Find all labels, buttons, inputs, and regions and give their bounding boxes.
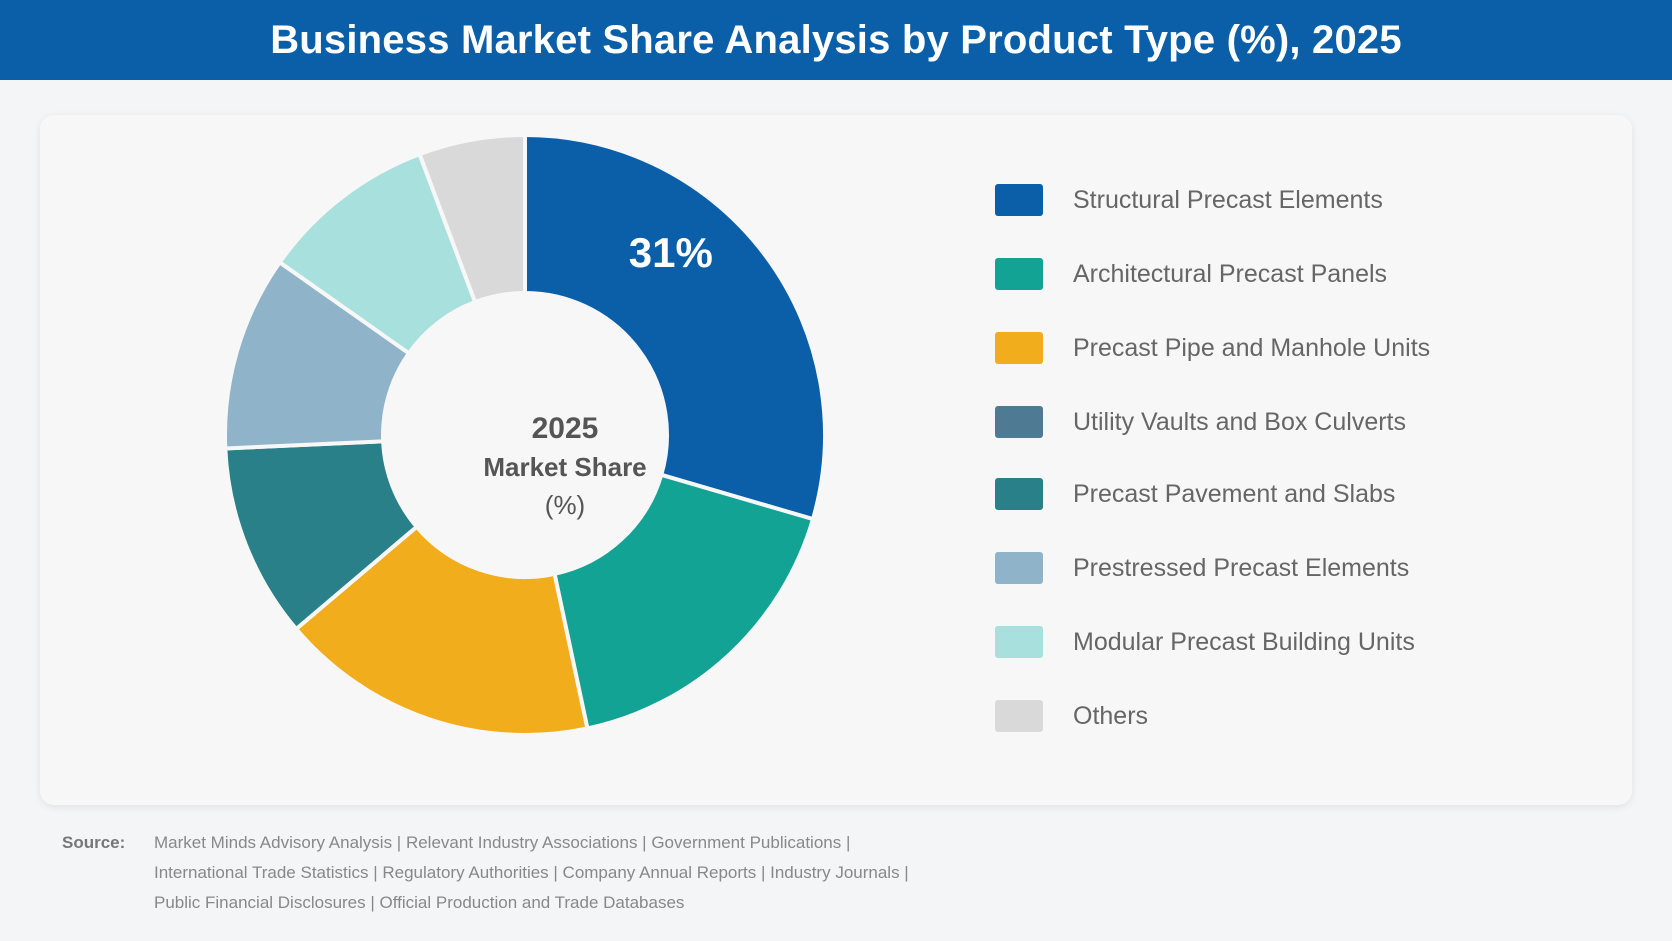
legend-label: Precast Pipe and Manhole Units <box>1073 333 1431 362</box>
center-label-title: Market Share <box>483 452 647 482</box>
title-bar: Business Market Share Analysis by Produc… <box>0 0 1672 80</box>
legend-item-prestressed: Prestressed Precast Elements <box>995 551 1430 585</box>
legend-swatch <box>995 552 1043 584</box>
chart-legend: Structural Precast Elements Architectura… <box>995 183 1430 773</box>
chart-card: 31% 2025 Market Share (%) Structural Pre… <box>40 115 1632 805</box>
source-line: Market Minds Advisory Analysis | Relevan… <box>154 833 851 852</box>
legend-item-architectural: Architectural Precast Panels <box>995 257 1430 291</box>
legend-item-pipe-manhole: Precast Pipe and Manhole Units <box>995 331 1430 365</box>
donut-chart: 31% <box>223 132 827 737</box>
legend-label: Structural Precast Elements <box>1073 185 1383 214</box>
donut-slice-architectural-precast-panels <box>552 472 816 731</box>
legend-swatch <box>995 478 1043 510</box>
center-label-unit: (%) <box>544 490 586 520</box>
donut-slice-structural-precast-elements <box>523 132 827 522</box>
legend-swatch <box>995 626 1043 658</box>
legend-label: Modular Precast Building Units <box>1073 627 1415 656</box>
legend-item-utility-vaults: Utility Vaults and Box Culverts <box>995 405 1430 439</box>
source-list: Market Minds Advisory Analysis | Relevan… <box>154 828 1154 918</box>
legend-item-pavement: Precast Pavement and Slabs <box>995 477 1430 511</box>
data-label-structural-precast-elements: 31% <box>629 229 713 276</box>
legend-swatch <box>995 406 1043 438</box>
legend-label: Utility Vaults and Box Culverts <box>1073 407 1406 436</box>
legend-label: Prestressed Precast Elements <box>1073 553 1410 582</box>
legend-swatch <box>995 700 1043 732</box>
legend-item-others: Others <box>995 699 1430 733</box>
donut-hole <box>385 295 665 575</box>
legend-swatch <box>995 258 1043 290</box>
donut-slice-others <box>417 132 527 305</box>
center-label-year: 2025 <box>531 412 599 445</box>
legend-label: Architectural Precast Panels <box>1073 259 1388 288</box>
legend-swatch <box>995 184 1043 216</box>
source-line: International Trade Statistics | Regulat… <box>154 863 909 882</box>
legend-swatch <box>995 332 1043 364</box>
legend-item-structural: Structural Precast Elements <box>995 183 1430 217</box>
legend-label: Precast Pavement and Slabs <box>1073 479 1396 508</box>
legend-item-modular: Modular Precast Building Units <box>995 625 1430 659</box>
source-line: Public Financial Disclosures | Official … <box>154 893 685 912</box>
legend-label: Others <box>1073 701 1149 730</box>
chart-title: Business Market Share Analysis by Produc… <box>270 17 1402 62</box>
donut-center-label: 2025 Market Share (%) <box>435 410 695 524</box>
donut-slice-precast-pipe-and-manhole-units <box>293 523 590 737</box>
source-label: Source: <box>62 833 126 852</box>
